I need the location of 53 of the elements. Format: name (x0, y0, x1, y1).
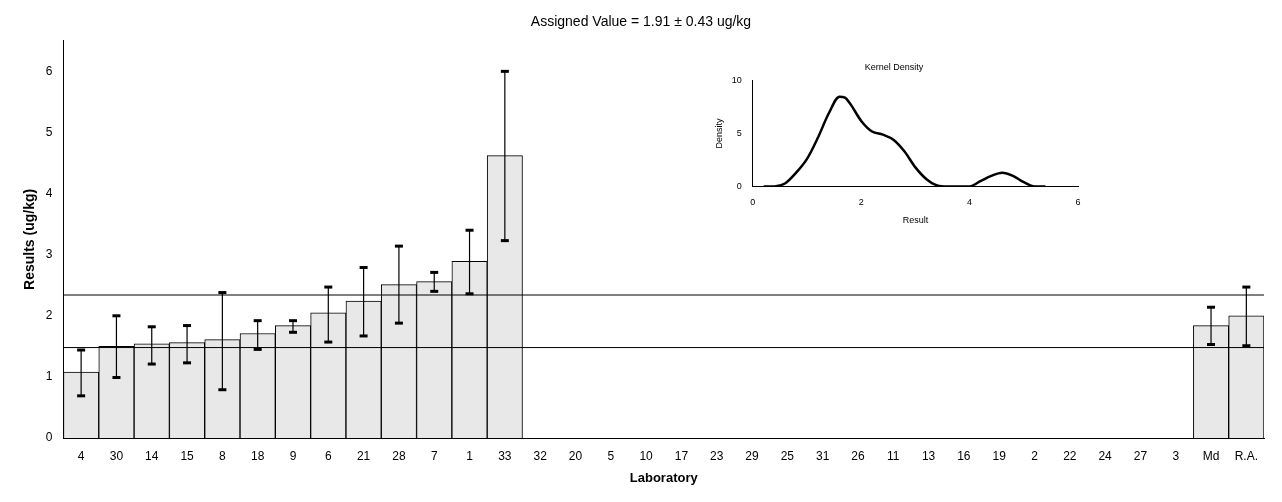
y-axis-title: Results (ug/kg) (21, 188, 38, 290)
x-tick-label: 23 (710, 448, 724, 463)
x-tick-label: 13 (921, 448, 936, 463)
x-tick-label: 31 (815, 448, 830, 463)
x-tick-label: 25 (780, 448, 795, 463)
x-tick-label: 28 (392, 448, 406, 463)
x-axis-title: Laboratory (629, 469, 699, 485)
chart-title: Kernel Density (864, 61, 924, 72)
x-axis-title: Result (902, 215, 929, 226)
x-tick-label: 5 (607, 448, 615, 463)
x-tick-label: 14 (145, 448, 159, 463)
x-tick-label: 15 (180, 448, 195, 463)
x-tick-label: Md (1202, 448, 1220, 463)
x-tick-label: 6 (324, 448, 332, 463)
x-tick-label: 33 (498, 448, 512, 463)
x-tick-label: 4 (967, 197, 973, 208)
x-tick-label: 10 (639, 448, 654, 463)
x-tick-label: 22 (1063, 448, 1077, 463)
x-tick-label: 19 (992, 448, 1007, 463)
chart-title: Assigned Value = 1.91 ± 0.43 ug/kg (530, 13, 752, 30)
x-tick-label: 20 (568, 448, 583, 463)
x-tick-label: 6 (1075, 197, 1081, 208)
x-tick-label: 32 (533, 448, 548, 463)
x-tick-label: 9 (289, 448, 297, 463)
y-tick-label: 6 (45, 63, 53, 78)
y-tick-label: 5 (45, 124, 53, 139)
y-axis-title: Density (713, 118, 724, 149)
x-tick-label: 29 (745, 448, 760, 463)
x-tick-label: 8 (219, 448, 227, 463)
y-tick-label: 3 (45, 246, 53, 261)
x-tick-label: 18 (251, 448, 265, 463)
x-tick-label: 2 (858, 197, 864, 208)
x-tick-label: 27 (1133, 448, 1148, 463)
x-tick-label: 1 (466, 448, 474, 463)
y-tick-label: 0 (45, 430, 53, 445)
x-tick-label: 0 (750, 197, 756, 208)
x-tick-label: 24 (1098, 448, 1113, 463)
y-tick-label: 5 (736, 128, 742, 139)
x-tick-label: 26 (851, 448, 865, 463)
y-tick-label: 1 (45, 369, 53, 384)
y-tick-label: 10 (731, 75, 742, 86)
x-tick-label: 21 (356, 448, 371, 463)
x-tick-label: 4 (77, 448, 85, 463)
x-tick-label: 30 (109, 448, 124, 463)
x-tick-label: 7 (430, 448, 438, 463)
x-tick-label: R.A. (1234, 448, 1259, 463)
y-tick-label: 0 (736, 180, 742, 191)
x-tick-label: 17 (674, 448, 689, 463)
x-tick-label: 3 (1172, 448, 1180, 463)
y-tick-label: 2 (45, 308, 53, 323)
x-tick-label: 16 (957, 448, 971, 463)
x-tick-label: 2 (1031, 448, 1039, 463)
x-tick-label: 11 (887, 448, 900, 463)
